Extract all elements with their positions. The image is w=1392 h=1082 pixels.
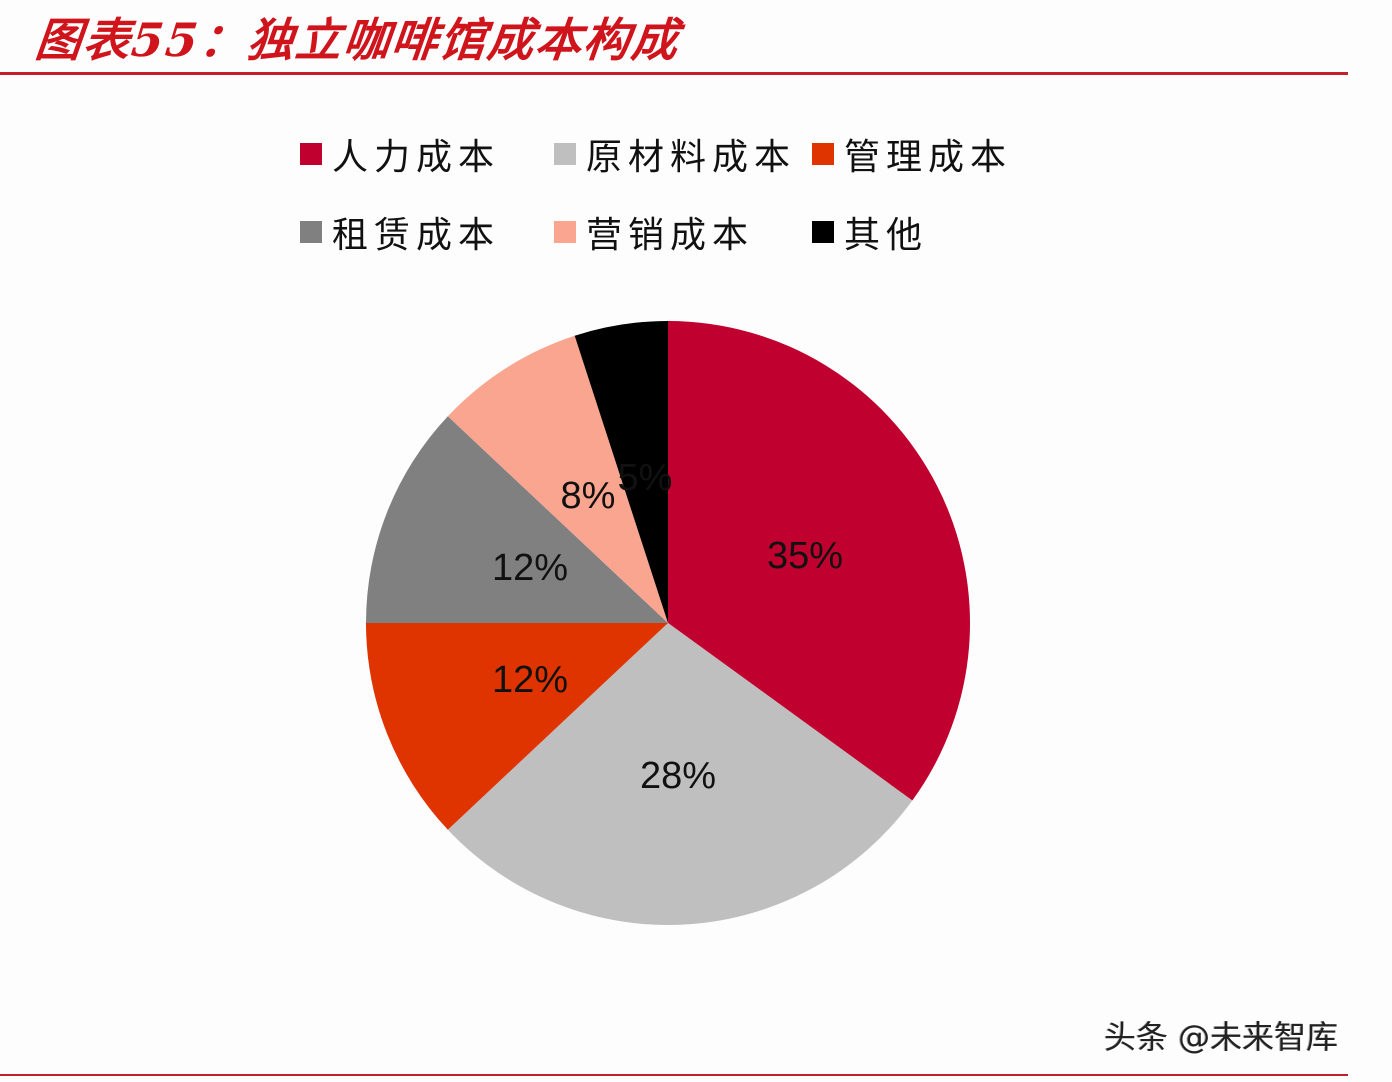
legend-item-other: 其他 (812, 206, 928, 258)
slice-label: 5% (618, 457, 673, 499)
legend-swatch (554, 221, 576, 243)
pie-slice (366, 623, 668, 830)
legend-swatch (554, 143, 576, 165)
pie-labels: 35% 28% 12% 12% 8% 5% (492, 457, 843, 797)
slice-label: 8% (561, 475, 616, 517)
slice-label: 12% (492, 547, 568, 589)
slice-label: 12% (492, 659, 568, 701)
legend-swatch (300, 221, 322, 243)
legend-label: 营销成本 (586, 215, 755, 256)
legend-item-rent: 租赁成本 (300, 206, 500, 258)
legend-item-management: 管理成本 (812, 128, 1012, 180)
pie-slice (447, 623, 913, 926)
pie-slice (447, 335, 668, 623)
legend-swatch (812, 221, 834, 243)
watermark: 头条 @未来智库 (1104, 1018, 1339, 1056)
slice-label: 28% (640, 755, 716, 797)
footer-divider (0, 1074, 1348, 1076)
pie-slice (366, 416, 668, 623)
legend-item-marketing: 营销成本 (554, 206, 754, 258)
legend-swatch (812, 143, 834, 165)
pie-slices (366, 321, 970, 926)
pie-slice (574, 321, 668, 623)
legend-item-materials: 原材料成本 (554, 128, 796, 180)
pie-slice (668, 321, 970, 801)
title-divider (0, 72, 1348, 75)
legend-label: 管理成本 (844, 137, 1013, 178)
legend-swatch (300, 143, 322, 165)
legend-label: 其他 (844, 215, 929, 256)
slice-label: 35% (767, 535, 843, 577)
legend-item-labor: 人力成本 (300, 128, 500, 180)
legend-label: 人力成本 (332, 137, 501, 178)
legend-label: 租赁成本 (332, 215, 501, 256)
legend-label: 原材料成本 (586, 137, 797, 178)
